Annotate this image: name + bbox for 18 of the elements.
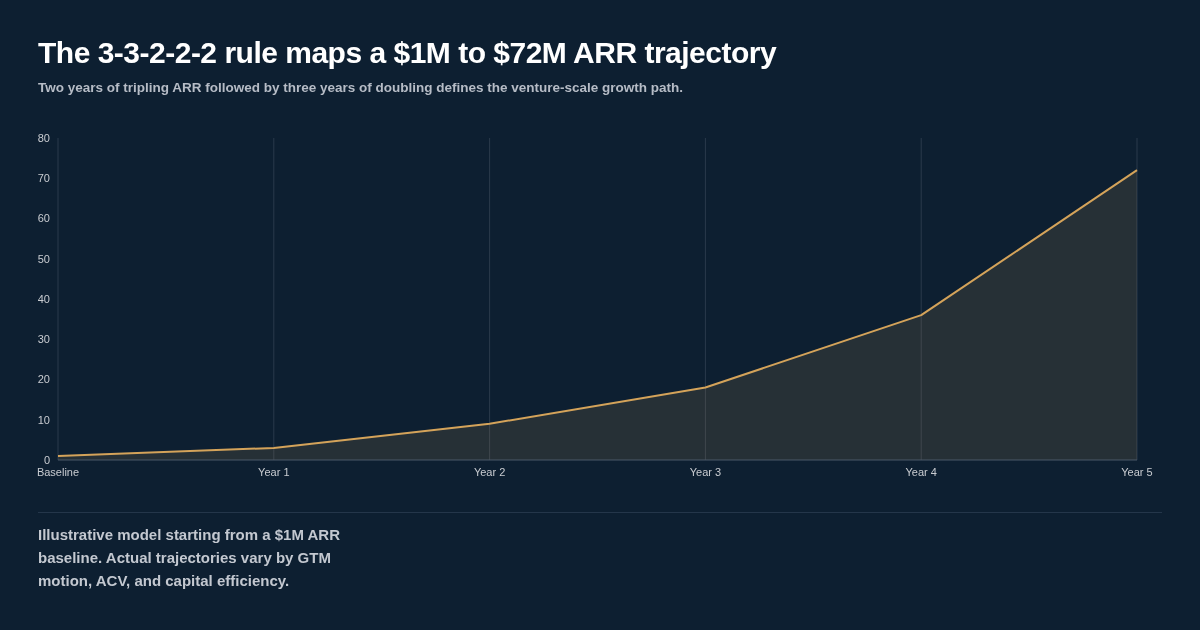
y-tick-label: 20: [37, 373, 50, 386]
y-tick-label: 60: [37, 212, 50, 225]
y-tick-label: 70: [37, 172, 50, 185]
x-tick-label: Year 4: [905, 465, 937, 478]
y-tick-label: 30: [37, 333, 50, 346]
y-tick-label: 80: [37, 131, 50, 144]
chart-subtitle: Two years of tripling ARR followed by three years of doubling defines the venture-scale growth path.: [38, 80, 684, 95]
x-tick-label: Year 1: [258, 465, 290, 478]
chart-title: The 3-3-2-2-2 rule maps a $1M to $72M ARR trajectory: [38, 36, 777, 70]
text: Illustrative model starting from a $1M ARR baseline. Actual trajectories vary by GTM motion, ACV, and capital efficiency.: [38, 525, 341, 591]
x-tick-label: Year 2: [473, 465, 506, 478]
x-tick-label: Year 3: [689, 465, 722, 478]
y-tick-label: 50: [37, 252, 50, 265]
x-tick-label: Year 5: [1121, 465, 1153, 478]
y-tick-label: 10: [37, 413, 50, 426]
y-tick-label: 40: [37, 292, 50, 305]
x-tick-label: Baseline: [36, 465, 80, 478]
y-tick-label: 0: [43, 453, 50, 466]
